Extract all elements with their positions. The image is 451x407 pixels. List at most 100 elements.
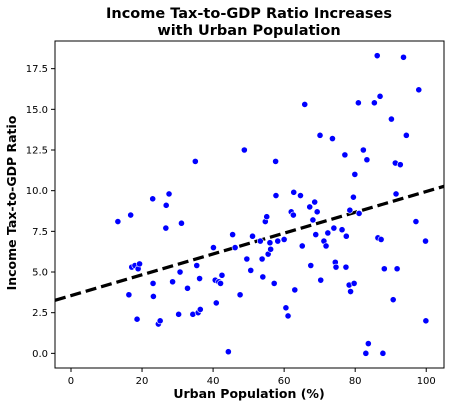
data-point <box>218 271 226 279</box>
y-tick-label: 0.0 <box>32 349 48 360</box>
data-point <box>212 299 220 307</box>
data-point <box>422 237 429 245</box>
y-tick-label: 15.0 <box>26 105 48 116</box>
data-point <box>258 255 266 263</box>
data-point <box>229 231 237 238</box>
x-tick-label: 20 <box>136 376 149 387</box>
data-point <box>350 193 357 201</box>
data-point <box>342 263 350 271</box>
y-tick-label: 7.5 <box>32 227 48 238</box>
data-point <box>309 216 317 224</box>
data-point <box>376 92 384 100</box>
data-point <box>362 349 370 357</box>
data-point <box>289 211 297 219</box>
data-point <box>363 156 371 164</box>
data-point <box>377 236 385 243</box>
data-point <box>256 237 264 245</box>
data-point <box>282 304 290 312</box>
y-axis-label: Income Tax-to-GDP Ratio <box>4 115 19 290</box>
x-axis-label: Urban Population (%) <box>173 386 324 401</box>
data-point <box>290 188 298 196</box>
y-axis: 0.0 2.5 5.0 7.5 10.0 12.5 15.0 17.5 <box>26 64 55 360</box>
data-point <box>193 262 201 269</box>
data-point <box>400 53 407 61</box>
data-point <box>306 203 314 211</box>
data-point <box>178 219 185 227</box>
data-point <box>402 131 410 139</box>
data-point <box>389 296 397 304</box>
data-point <box>267 245 275 253</box>
data-point <box>313 208 321 216</box>
data-point <box>162 201 170 209</box>
data-point <box>240 146 248 154</box>
data-point <box>355 210 363 217</box>
data-point <box>149 280 157 287</box>
data-point <box>236 291 244 299</box>
data-point <box>311 198 319 206</box>
x-tick-label: 80 <box>349 376 362 387</box>
data-point <box>380 265 388 273</box>
data-point <box>301 101 309 108</box>
x-tick-label: 40 <box>207 376 220 387</box>
data-point <box>272 192 280 199</box>
data-point <box>347 288 354 295</box>
data-point <box>396 161 404 169</box>
data-point <box>196 275 203 282</box>
data-point <box>165 190 173 198</box>
data-point <box>280 236 288 243</box>
data-point <box>364 340 372 347</box>
data-point <box>322 242 330 250</box>
data-point <box>266 239 274 247</box>
data-point <box>392 190 400 198</box>
trend-line <box>55 184 444 302</box>
data-point <box>149 195 157 203</box>
data-point <box>332 263 340 271</box>
data-point <box>370 99 378 107</box>
data-point <box>412 218 420 225</box>
trend-layer <box>55 184 444 302</box>
data-point <box>422 317 430 325</box>
data-point <box>329 135 336 143</box>
data-point <box>346 206 354 214</box>
data-point <box>342 232 350 240</box>
y-tick-label: 17.5 <box>26 64 48 75</box>
data-point <box>133 315 141 323</box>
data-point <box>243 255 251 263</box>
data-point <box>393 265 401 273</box>
data-point <box>359 146 367 154</box>
data-point <box>317 276 325 284</box>
data-point <box>169 278 176 286</box>
data-point <box>176 268 184 276</box>
data-point <box>379 349 387 357</box>
y-tick-label: 5.0 <box>32 268 48 279</box>
data-point <box>249 232 256 240</box>
y-tick-label: 10.0 <box>26 186 48 197</box>
chart-title-line-2: with Urban Population <box>157 23 340 39</box>
data-point <box>196 306 204 313</box>
data-point <box>259 273 267 281</box>
data-point <box>298 242 306 250</box>
data-point <box>210 244 217 252</box>
data-point <box>274 237 282 245</box>
data-point <box>341 151 349 159</box>
data-point <box>307 262 315 269</box>
data-point <box>351 171 359 178</box>
data-point <box>247 266 255 274</box>
data-point <box>330 224 338 232</box>
data-point <box>350 280 358 287</box>
data-point <box>136 260 143 268</box>
x-tick-label: 60 <box>278 376 291 387</box>
points-layer <box>114 52 430 357</box>
data-point <box>291 286 299 294</box>
data-point <box>191 157 199 165</box>
data-point <box>125 291 133 299</box>
data-point <box>162 224 170 232</box>
data-point <box>373 52 381 60</box>
data-point <box>354 99 362 107</box>
plot-frame <box>54 40 445 369</box>
data-point <box>263 213 271 221</box>
data-point <box>415 86 423 94</box>
y-tick-label: 2.5 <box>32 308 48 319</box>
x-tick-label: 100 <box>417 376 436 387</box>
